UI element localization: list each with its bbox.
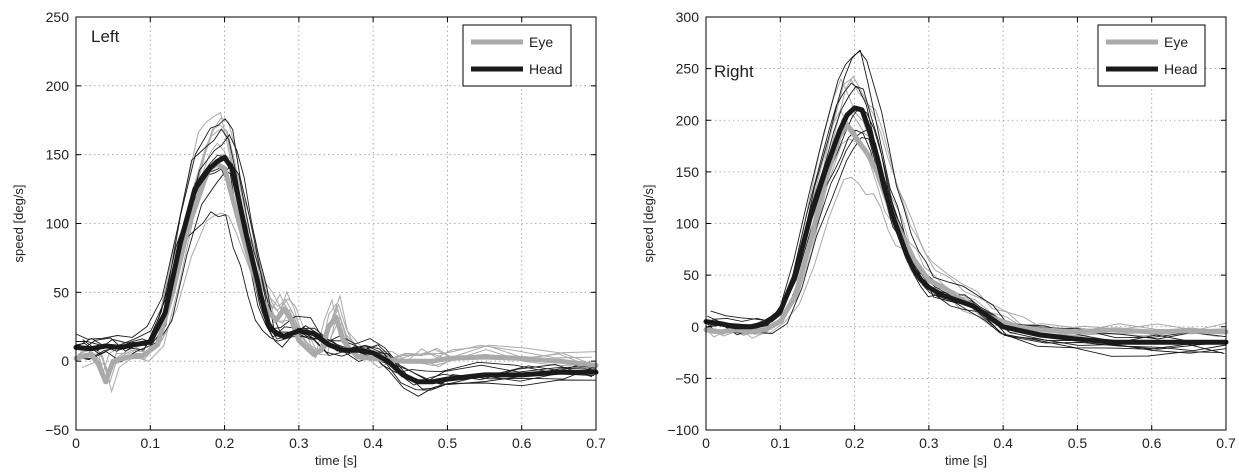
x-tick-label: 0.6: [512, 435, 532, 451]
y-tick-label: 50: [683, 267, 699, 283]
y-tick-label: 100: [676, 216, 700, 232]
trial-trace-head: [705, 49, 1225, 355]
legend-label-head: Head: [529, 61, 562, 77]
y-tick-label: 0: [691, 319, 699, 335]
legend-label-head: Head: [1164, 61, 1197, 77]
x-tick-label: 0.6: [1142, 435, 1162, 451]
x-tick-label: 0.5: [438, 435, 458, 451]
y-tick-label: 150: [46, 147, 70, 163]
x-axis-label: time [s]: [315, 453, 357, 468]
panel-label: Left: [91, 27, 120, 46]
x-tick-label: 0.7: [586, 435, 606, 451]
x-tick-label: 0.1: [141, 435, 161, 451]
y-tick-label: −100: [667, 422, 699, 438]
x-tick-label: 0.3: [289, 435, 309, 451]
y-tick-label: 250: [46, 9, 70, 25]
legend: Eye Head: [1097, 24, 1206, 87]
y-tick-label: 0: [61, 353, 69, 369]
y-tick-label: 200: [676, 112, 700, 128]
series-line-head: [73, 154, 599, 385]
y-tick-label: 100: [46, 216, 70, 232]
series-line-eye: [73, 161, 599, 385]
legend-box: [1097, 24, 1206, 87]
y-tick-label: −50: [675, 370, 699, 386]
x-axis-label: time [s]: [945, 453, 987, 468]
x-tick-label: 0: [72, 435, 80, 451]
x-tick-label: 0.1: [771, 435, 791, 451]
x-tick-label: 0.4: [363, 435, 383, 451]
chart-panel-right: 0 0.1 0.2 0.3 0.4 0.5 0.6 0.7 −100 −50 0 50 100 150 20…: [641, 9, 1236, 468]
legend: Eye Head: [462, 24, 572, 87]
x-tick-label: 0.7: [1216, 435, 1236, 451]
chart-panel-left: 0 0.1 0.2 0.3 0.4 0.5 0.6 0.7−50050100150200250…: [11, 9, 606, 468]
x-tick-label: 0.5: [1068, 435, 1088, 451]
y-axis-label: speed [deg/s]: [11, 184, 26, 262]
y-tick-label: −50: [45, 422, 69, 438]
legend-label-eye: Eye: [529, 34, 553, 50]
y-tick-label: 150: [676, 164, 700, 180]
x-tick-label: 0.2: [215, 435, 235, 451]
legend-box: [462, 24, 572, 87]
y-axis-label: speed [deg/s]: [641, 184, 656, 262]
x-tick-label: 0: [702, 435, 710, 451]
y-tick-label: 300: [676, 9, 700, 25]
x-tick-label: 0.4: [993, 435, 1013, 451]
legend-label-eye: Eye: [1164, 34, 1188, 50]
x-tick-label: 0.3: [919, 435, 939, 451]
y-tick-label: 250: [676, 61, 700, 77]
y-tick-label: 50: [53, 284, 69, 300]
panel-label: Right: [714, 62, 754, 81]
y-tick-label: 200: [46, 78, 70, 94]
x-tick-label: 0.2: [845, 435, 865, 451]
series-line-head: [703, 105, 1229, 345]
